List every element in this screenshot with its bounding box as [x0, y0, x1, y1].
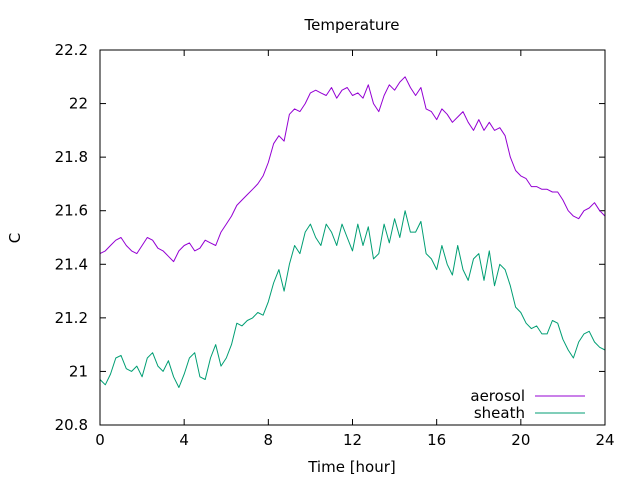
x-axis-title: Time [hour]: [307, 458, 396, 476]
y-tick-label: 21.4: [55, 255, 88, 273]
x-tick-label: 4: [179, 431, 189, 449]
x-tick-label: 12: [343, 431, 362, 449]
x-tick-label: 24: [595, 431, 614, 449]
y-tick-label: 21.2: [55, 309, 88, 327]
y-tick-label: 20.8: [55, 416, 88, 434]
x-tick-label: 8: [264, 431, 274, 449]
plot-frame: [99, 49, 606, 426]
x-tick-label: 16: [427, 431, 446, 449]
y-axis-title: C: [6, 233, 24, 243]
x-tick-label: 20: [511, 431, 530, 449]
series-line-aerosol: [99, 76, 606, 263]
legend-label-sheath: sheath: [474, 404, 525, 422]
y-tick-label: 22: [69, 95, 88, 113]
series-layer: [99, 76, 606, 388]
axis-ticks: 0 4 8 12 16 20 24 20.8 21 21.2 21.4 21.6 21.8 22 22.2: [55, 41, 615, 449]
chart-title: Temperature: [303, 16, 399, 34]
y-tick-label: 21: [69, 362, 88, 380]
y-tick-label: 22.2: [55, 41, 88, 59]
y-tick-label: 21.6: [55, 202, 88, 220]
x-tick-label: 0: [95, 431, 105, 449]
y-tick-label: 21.8: [55, 148, 88, 166]
series-line-sheath: [99, 210, 606, 388]
legend-label-aerosol: aerosol: [470, 387, 525, 405]
